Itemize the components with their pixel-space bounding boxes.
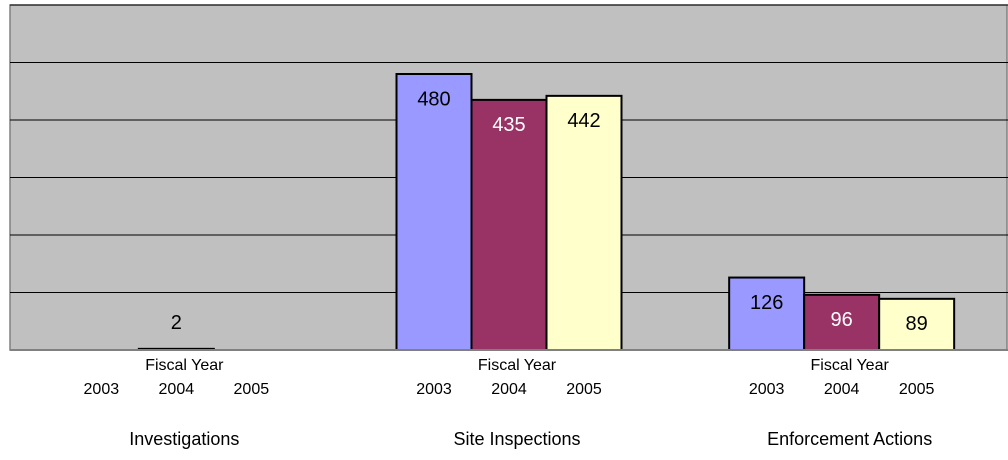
year-label: 2003: [84, 381, 120, 398]
year-label: 2005: [566, 381, 602, 398]
group-label: Fiscal Year: [811, 357, 890, 374]
data-label: 126: [750, 292, 783, 314]
category-label: Site Inspections: [453, 429, 580, 449]
year-label: 2005: [234, 381, 270, 398]
group-label: Fiscal Year: [478, 357, 557, 374]
data-label: 89: [906, 313, 928, 335]
data-label: 435: [492, 114, 525, 136]
bar: [470, 98, 548, 351]
category-label: Investigations: [129, 429, 239, 449]
bar: [878, 297, 956, 352]
data-label: 480: [417, 88, 450, 110]
bar: [395, 73, 473, 351]
group-label: Fiscal Year: [145, 357, 224, 374]
year-label: 2004: [824, 381, 860, 398]
year-label: 2003: [416, 381, 452, 398]
year-label: 2004: [159, 381, 195, 398]
bar: [545, 94, 623, 351]
year-label: 2003: [749, 381, 785, 398]
year-label: 2005: [899, 381, 935, 398]
data-label: 2: [171, 312, 182, 334]
category-label: Enforcement Actions: [767, 429, 932, 449]
year-label: 2004: [491, 381, 527, 398]
data-label: 442: [567, 110, 600, 132]
data-label: 96: [831, 309, 853, 331]
